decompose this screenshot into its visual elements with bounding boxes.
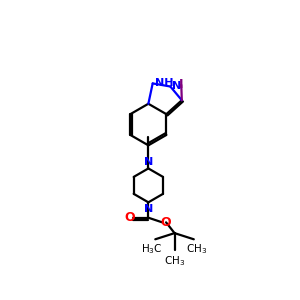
Text: N: N xyxy=(144,204,153,214)
Text: NH: NH xyxy=(155,78,173,88)
Text: N: N xyxy=(172,82,181,92)
Text: CH$_3$: CH$_3$ xyxy=(186,242,208,256)
Text: CH$_3$: CH$_3$ xyxy=(164,254,185,268)
Text: H$_3$C: H$_3$C xyxy=(141,242,163,256)
Text: N: N xyxy=(144,157,153,167)
Text: I: I xyxy=(179,78,184,91)
Text: O: O xyxy=(161,216,171,229)
Text: O: O xyxy=(124,211,135,224)
